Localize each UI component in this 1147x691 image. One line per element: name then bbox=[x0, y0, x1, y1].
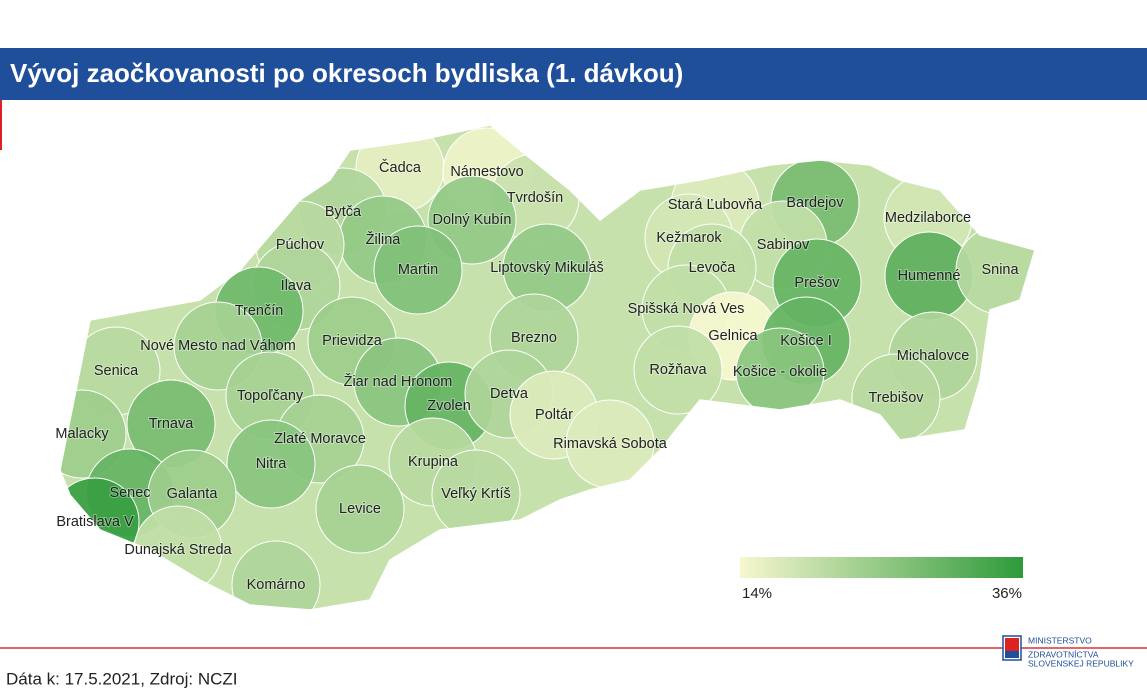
accent bbox=[0, 100, 2, 150]
logo-line: ZDRAVOTNÍCTVA bbox=[1028, 649, 1099, 659]
district bbox=[60, 389, 127, 479]
footer-source: Dáta k: 17.5.2021, Zdroj: NCZI bbox=[6, 669, 238, 688]
district-label: Rožňava bbox=[649, 362, 707, 378]
district-label: Čadca bbox=[379, 159, 422, 176]
district-label: Galanta bbox=[167, 486, 219, 502]
logo-line: MINISTERSTVO bbox=[1028, 635, 1092, 645]
district-label: Levice bbox=[339, 501, 381, 517]
district-label: Levoča bbox=[689, 260, 737, 276]
district-label: Malacky bbox=[55, 426, 109, 442]
district bbox=[373, 225, 463, 315]
legend-min: 14% bbox=[742, 585, 772, 602]
district-label: Námestovo bbox=[450, 164, 523, 180]
district-label: Poltár bbox=[535, 407, 573, 423]
district-label: Senec bbox=[109, 485, 150, 501]
district-label: Rimavská Sobota bbox=[553, 436, 668, 452]
district-label: Košice I bbox=[780, 333, 832, 349]
district-label: Trnava bbox=[149, 416, 195, 432]
district-label: Dunajská Streda bbox=[124, 542, 232, 558]
district-label: Topoľčany bbox=[237, 388, 304, 404]
district-label: Žilina bbox=[366, 231, 402, 248]
logo-red bbox=[1005, 638, 1019, 651]
district bbox=[226, 419, 316, 509]
district-label: Sabinov bbox=[757, 237, 810, 253]
logo-line: SLOVENSKEJ REPUBLIKY bbox=[1028, 658, 1134, 668]
district bbox=[633, 325, 723, 415]
district-label: Zlaté Moravce bbox=[274, 431, 366, 447]
district-label: Trebišov bbox=[868, 390, 924, 406]
district-label: Krupina bbox=[408, 454, 459, 470]
logo-blue bbox=[1005, 651, 1019, 658]
title: Vývoj zaočkovanosti po okresoch bydliska… bbox=[10, 58, 683, 88]
district-label: Kežmarok bbox=[656, 230, 722, 246]
district-label: Prešov bbox=[794, 275, 840, 291]
district bbox=[315, 464, 405, 554]
district-label: Spišská Nová Ves bbox=[628, 301, 745, 317]
legend-gradient bbox=[740, 557, 1023, 578]
district-label: Bardejov bbox=[786, 195, 844, 211]
district-label: Stará Ľubovňa bbox=[668, 197, 763, 213]
district-label: Medzilaborce bbox=[885, 210, 971, 226]
district-label: Bratislava V bbox=[56, 514, 134, 530]
district-label: Liptovský Mikuláš bbox=[490, 260, 604, 276]
district-label: Snina bbox=[981, 262, 1019, 278]
district-label: Bytča bbox=[325, 204, 362, 220]
district-label: Zvolen bbox=[427, 398, 471, 414]
district-label: Humenné bbox=[898, 268, 961, 284]
district-label: Tvrdošín bbox=[507, 190, 563, 206]
district-label: Detva bbox=[490, 386, 529, 402]
logo: MINISTERSTVO ZDRAVOTNÍCTVA SLOVENSKEJ RE… bbox=[1002, 635, 1134, 668]
district-label: Nitra bbox=[256, 456, 288, 472]
district-label: Prievidza bbox=[322, 333, 383, 349]
district-label: Michalovce bbox=[897, 348, 970, 364]
district-label: Nové Mesto nad Váhom bbox=[140, 338, 296, 354]
district-label: Gelnica bbox=[708, 328, 758, 344]
legend-max: 36% bbox=[992, 585, 1022, 602]
district-label: Brezno bbox=[511, 330, 557, 346]
district-label: Komárno bbox=[247, 577, 306, 593]
district-label: Veľký Krtíš bbox=[441, 486, 511, 502]
district-label: Košice - okolie bbox=[733, 364, 827, 380]
district-label: Trenčín bbox=[235, 303, 284, 319]
district-label: Žiar nad Hronom bbox=[344, 373, 453, 390]
district-label: Dolný Kubín bbox=[433, 212, 512, 228]
district-label: Púchov bbox=[276, 237, 325, 253]
title-bar bbox=[0, 48, 1147, 100]
district-label: Senica bbox=[94, 363, 139, 379]
district-label: Ilava bbox=[281, 278, 313, 294]
district-label: Martin bbox=[398, 262, 438, 278]
